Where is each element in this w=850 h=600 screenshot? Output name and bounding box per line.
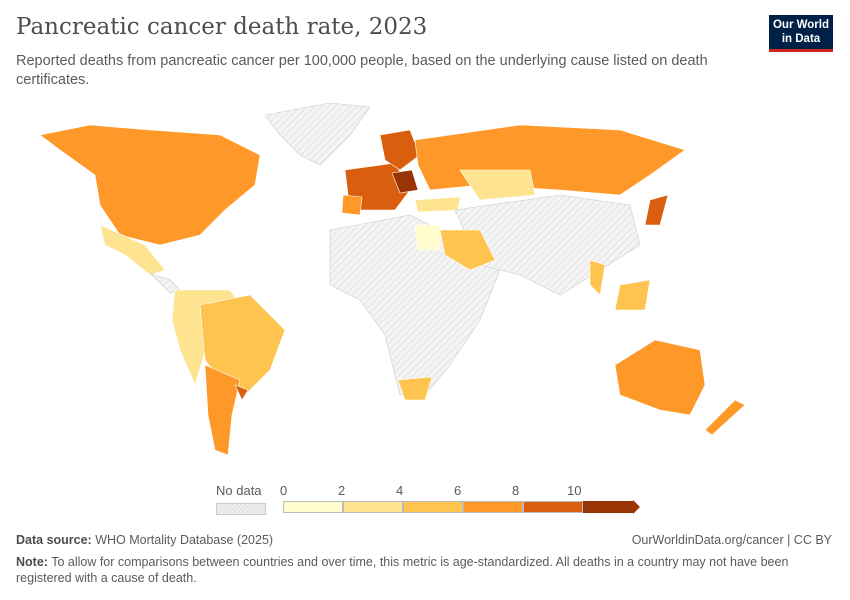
legend-tick: 10 <box>567 483 582 498</box>
region-central-europe[interactable] <box>391 169 419 194</box>
region-japan[interactable] <box>644 194 669 226</box>
legend-bin <box>343 501 403 513</box>
legend-bin <box>403 501 463 513</box>
region-kazakhstan[interactable] <box>459 169 536 201</box>
legend-bin <box>283 501 343 513</box>
legend-bin <box>523 501 583 513</box>
footnote: Note: To allow for comparisons between c… <box>16 554 816 586</box>
region-new-zealand[interactable] <box>704 399 746 436</box>
legend-tick: 0 <box>280 483 288 498</box>
region-scandinavia[interactable] <box>379 129 421 171</box>
legend-bin <box>583 501 633 513</box>
legend-tick: 2 <box>338 483 346 498</box>
world-map[interactable] <box>0 95 850 475</box>
source-link[interactable]: OurWorldinData.org/cancer | CC BY <box>631 533 832 547</box>
region-canada-usa[interactable] <box>39 124 261 246</box>
region-iberia[interactable] <box>341 194 363 216</box>
legend-no-data-swatch <box>216 503 266 515</box>
region-egypt[interactable] <box>414 224 441 251</box>
region-russia[interactable] <box>414 124 686 196</box>
legend-arrow-icon <box>633 500 640 514</box>
chart-title: Pancreatic cancer death rate, 2023 <box>16 14 428 40</box>
legend-no-data-label: No data <box>216 483 262 498</box>
color-legend: No data 0 2 4 6 8 10 <box>200 478 650 518</box>
chart-subtitle: Reported deaths from pancreatic cancer p… <box>16 53 708 88</box>
note-label: Note: <box>16 555 48 569</box>
region-australia[interactable] <box>614 339 706 416</box>
region-southeast-asia[interactable] <box>589 259 651 311</box>
legend-tick: 8 <box>512 483 520 498</box>
region-greenland[interactable] <box>264 102 371 166</box>
legend-bar <box>283 500 640 514</box>
region-south-africa[interactable] <box>397 376 433 401</box>
region-uruguay[interactable] <box>234 384 249 401</box>
legend-tick: 4 <box>396 483 404 498</box>
region-argentina-chile[interactable] <box>204 364 241 456</box>
owid-logo[interactable]: Our World in Data <box>769 15 833 52</box>
region-brazil[interactable] <box>199 294 286 396</box>
legend-bin <box>463 501 523 513</box>
region-saudi-arabia[interactable] <box>439 229 496 271</box>
source-label: Data source: <box>16 533 92 547</box>
source-text: WHO Mortality Database (2025) <box>95 533 274 547</box>
data-source: Data source: WHO Mortality Database (202… <box>16 533 273 547</box>
note-text: To allow for comparisons between countri… <box>16 555 789 585</box>
legend-tick: 6 <box>454 483 462 498</box>
region-mexico[interactable] <box>99 224 166 276</box>
region-turkey[interactable] <box>414 196 461 213</box>
